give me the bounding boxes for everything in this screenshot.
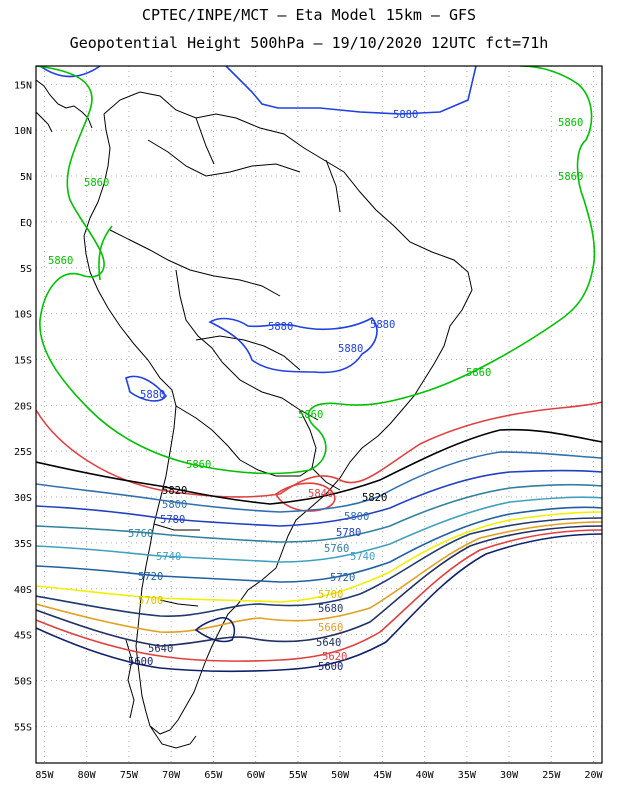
lon-tick-label: 50W <box>331 770 350 781</box>
lat-tick-label: 10N <box>14 126 32 137</box>
contour-label: 5820 <box>162 485 187 497</box>
map-grid <box>36 66 602 763</box>
contour-label: 5720 <box>330 572 355 584</box>
contour-label: 5740 <box>350 551 375 563</box>
lat-tick-label: 40S <box>14 585 32 596</box>
lon-tick-label: 70W <box>162 770 181 781</box>
lat-tick-label: 5S <box>20 264 32 275</box>
lat-tick-label: 50S <box>14 676 32 687</box>
contour-label: 5740 <box>156 551 181 563</box>
lon-tick-label: 35W <box>458 770 477 781</box>
lon-tick-label: 40W <box>416 770 435 781</box>
contour-label: 5640 <box>316 637 341 649</box>
contour-label: 5620 <box>322 651 347 663</box>
contour-label: 5600 <box>128 656 153 668</box>
lon-tick-label: 75W <box>120 770 139 781</box>
lat-tick-label: 10S <box>14 310 32 321</box>
lat-tick-label: 45S <box>14 631 32 642</box>
lon-tick-label: 85W <box>35 770 54 781</box>
contour-label: 5880 <box>393 109 418 121</box>
lat-tick-label: EQ <box>20 218 32 229</box>
contour-label: 5700 <box>138 595 163 607</box>
lat-tick-label: 30S <box>14 493 32 504</box>
contour-label: 5860 <box>84 177 109 189</box>
contour-label: 5760 <box>324 543 349 555</box>
lon-tick-label: 45W <box>373 770 392 781</box>
contour-label: 5860 <box>558 117 583 129</box>
contour-label: 5640 <box>148 643 173 655</box>
lat-tick-label: 15N <box>14 80 32 91</box>
contour-label: 5700 <box>318 589 343 601</box>
contour-label: 5660 <box>318 622 343 634</box>
contour-label: 5780 <box>336 527 361 539</box>
latitude-labels: 15N 10N 5N EQ 5S 10S 15S 20S 25S 30S 35S 40S 45S 50S 5… <box>14 80 32 733</box>
contour-label: 5800 <box>344 511 369 523</box>
lon-tick-label: 55W <box>289 770 308 781</box>
contour-label: 5720 <box>138 571 163 583</box>
contour-label: 5860 <box>186 459 211 471</box>
contour-label: 5680 <box>318 603 343 615</box>
contour-labels: 5880 5880 5880 5880 5880 5860 5860 5860 … <box>48 109 583 673</box>
contour-label: 5800 <box>162 499 187 511</box>
map-frame <box>35 65 603 764</box>
contour-label: 5760 <box>128 528 153 540</box>
contour-label: 5860 <box>466 367 491 379</box>
coastline <box>36 79 473 749</box>
contour-label: 5880 <box>140 389 165 401</box>
contour-label: 5880 <box>338 343 363 355</box>
contour-label: 5880 <box>268 321 293 333</box>
lon-tick-label: 20W <box>585 770 604 781</box>
lon-tick-label: 60W <box>247 770 266 781</box>
lat-tick-label: 25S <box>14 447 32 458</box>
contour-label: 5600 <box>318 661 343 673</box>
map-title-line2: Geopotential Height 500hPa – 19/10/2020 … <box>69 34 549 52</box>
lat-tick-label: 20S <box>14 401 32 412</box>
map-title-line1: CPTEC/INPE/MCT – Eta Model 15km – GFS <box>141 6 477 24</box>
lon-tick-label: 30W <box>500 770 519 781</box>
lon-tick-label: 25W <box>542 770 561 781</box>
contour-label: 5840 <box>308 488 333 500</box>
lon-tick-label: 80W <box>78 770 97 781</box>
contour-label: 5860 <box>298 409 323 421</box>
lat-tick-label: 15S <box>14 355 32 366</box>
lon-tick-label: 65W <box>204 770 223 781</box>
height-contours <box>36 66 602 673</box>
contour-label: 5860 <box>48 255 73 267</box>
contour-label: 5780 <box>160 514 185 526</box>
lat-tick-label: 35S <box>14 539 32 550</box>
contour-label: 5880 <box>370 319 395 331</box>
lat-tick-label: 5N <box>20 172 32 183</box>
contour-label: 5820 <box>362 492 387 504</box>
contour-label: 5860 <box>558 171 583 183</box>
lat-tick-label: 55S <box>14 722 32 733</box>
longitude-labels: 85W 80W 75W 70W 65W 60W 55W 50W 45W 40W 35W 30W 25W 2… <box>35 770 603 781</box>
